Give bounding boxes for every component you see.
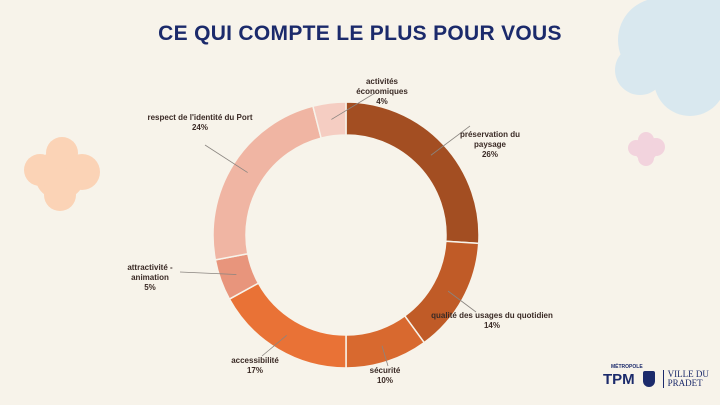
cloud-left [24,137,100,211]
leader-line [261,334,287,357]
donut-slice [312,101,347,140]
cloud-top-right [615,0,720,116]
donut-slice [212,105,323,261]
data-label: préservation du paysage 26% [460,130,520,159]
data-label: activités économiques 4% [356,77,408,106]
donut-slice [403,240,480,344]
data-label: attractivité -animation 5% [127,263,173,292]
data-label: qualité des usages du quotidien 14% [431,311,553,330]
leader-line [179,271,237,275]
metropole-tpm-logo: MÉTROPOLE TPM [603,363,643,388]
leader-line [381,345,389,367]
logos: MÉTROPOLE TPM VILLE DU PRADET [603,363,709,388]
ville-du-pradet-logo: VILLE DU PRADET [662,370,709,388]
data-label: respect de l'identité du Port 24% [147,113,252,132]
leader-line [447,290,477,313]
crest-icon [642,371,655,387]
donut-slice [345,101,480,245]
leader-line [204,144,248,173]
data-label: sécurité 10% [370,366,401,385]
cloud-right-small [628,132,665,166]
leader-line [331,92,376,120]
page-title: CE QUI COMPTE LE PLUS POUR VOUS [158,22,562,45]
leader-line [430,125,471,156]
data-label: accessibilité 17% [231,356,279,375]
